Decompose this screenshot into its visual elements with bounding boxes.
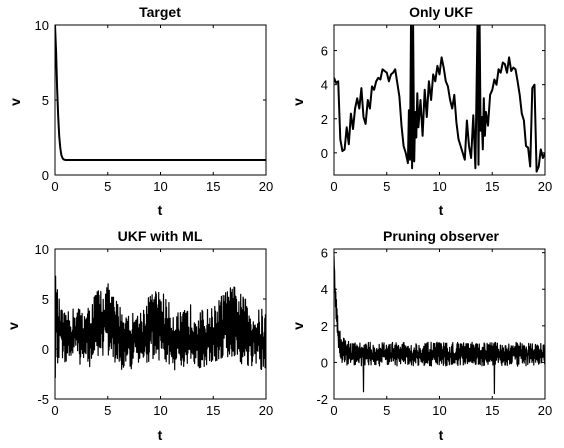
x-tick-label: 20 xyxy=(259,403,273,418)
x-tick-label: 15 xyxy=(206,179,220,194)
x-tick-label: 10 xyxy=(153,179,167,194)
x-tick-label: 5 xyxy=(104,403,111,418)
series-line xyxy=(334,256,545,395)
x-axis-label: t xyxy=(439,427,444,443)
x-axis-label: t xyxy=(158,427,163,443)
y-tick-label: 5 xyxy=(42,93,49,108)
y-axis-label: v xyxy=(7,98,23,106)
x-tick-label: 20 xyxy=(538,403,552,418)
subplot-title: Target xyxy=(139,4,181,20)
y-tick-label: 0 xyxy=(321,355,328,370)
subplot-title: Pruning observer xyxy=(383,228,499,244)
y-axis-label: v xyxy=(290,98,306,106)
x-tick-label: 20 xyxy=(538,179,552,194)
x-axis-label: t xyxy=(158,202,163,218)
x-tick-label: 20 xyxy=(259,179,273,194)
y-tick-label: 10 xyxy=(35,18,49,33)
series-line xyxy=(55,275,266,379)
y-axis-label: v xyxy=(290,322,306,330)
plot-area: 0 5 10 15 20 0 5 10 xyxy=(35,18,274,194)
x-tick-label: 15 xyxy=(485,403,499,418)
x-tick-label: 0 xyxy=(51,179,58,194)
x-tick-label: 5 xyxy=(383,179,390,194)
y-tick-label: -2 xyxy=(316,392,328,407)
y-tick-label: 0 xyxy=(321,146,328,161)
subplot-target: Target 0 5 10 15 20 0 5 10 t v xyxy=(7,4,273,218)
x-axis-label: t xyxy=(439,202,444,218)
y-tick-label: 10 xyxy=(35,242,49,257)
x-tick-label: 10 xyxy=(432,403,446,418)
x-tick-label: 10 xyxy=(432,179,446,194)
x-tick-label: 0 xyxy=(330,179,337,194)
x-tick-label: 5 xyxy=(383,403,390,418)
y-tick-label: 4 xyxy=(321,78,328,93)
y-tick-label: 0 xyxy=(42,342,49,357)
subplot-title: Only UKF xyxy=(409,4,473,20)
y-tick-label: 2 xyxy=(321,112,328,127)
plot-area: 0 5 10 15 20 0 2 4 6 xyxy=(321,24,552,194)
y-tick-label: 2 xyxy=(321,319,328,334)
y-tick-label: -5 xyxy=(37,392,49,407)
series-line xyxy=(55,25,266,161)
x-tick-label: 0 xyxy=(51,403,58,418)
y-axis-label: v xyxy=(5,322,21,330)
subplot-title: UKF with ML xyxy=(118,228,203,244)
y-tick-label: 0 xyxy=(42,168,49,183)
y-tick-label: 5 xyxy=(42,292,49,307)
series-line xyxy=(334,25,545,173)
y-tick-label: 6 xyxy=(321,44,328,59)
y-tick-label: 6 xyxy=(321,246,328,261)
x-tick-label: 15 xyxy=(485,179,499,194)
y-tick-label: 4 xyxy=(321,282,328,297)
x-tick-label: 15 xyxy=(206,403,220,418)
x-tick-label: 0 xyxy=(330,403,337,418)
x-tick-label: 10 xyxy=(153,403,167,418)
x-tick-label: 5 xyxy=(104,179,111,194)
subplot-only-ukf: Only UKF 0 5 10 15 20 0 2 4 6 t v xyxy=(290,4,552,218)
